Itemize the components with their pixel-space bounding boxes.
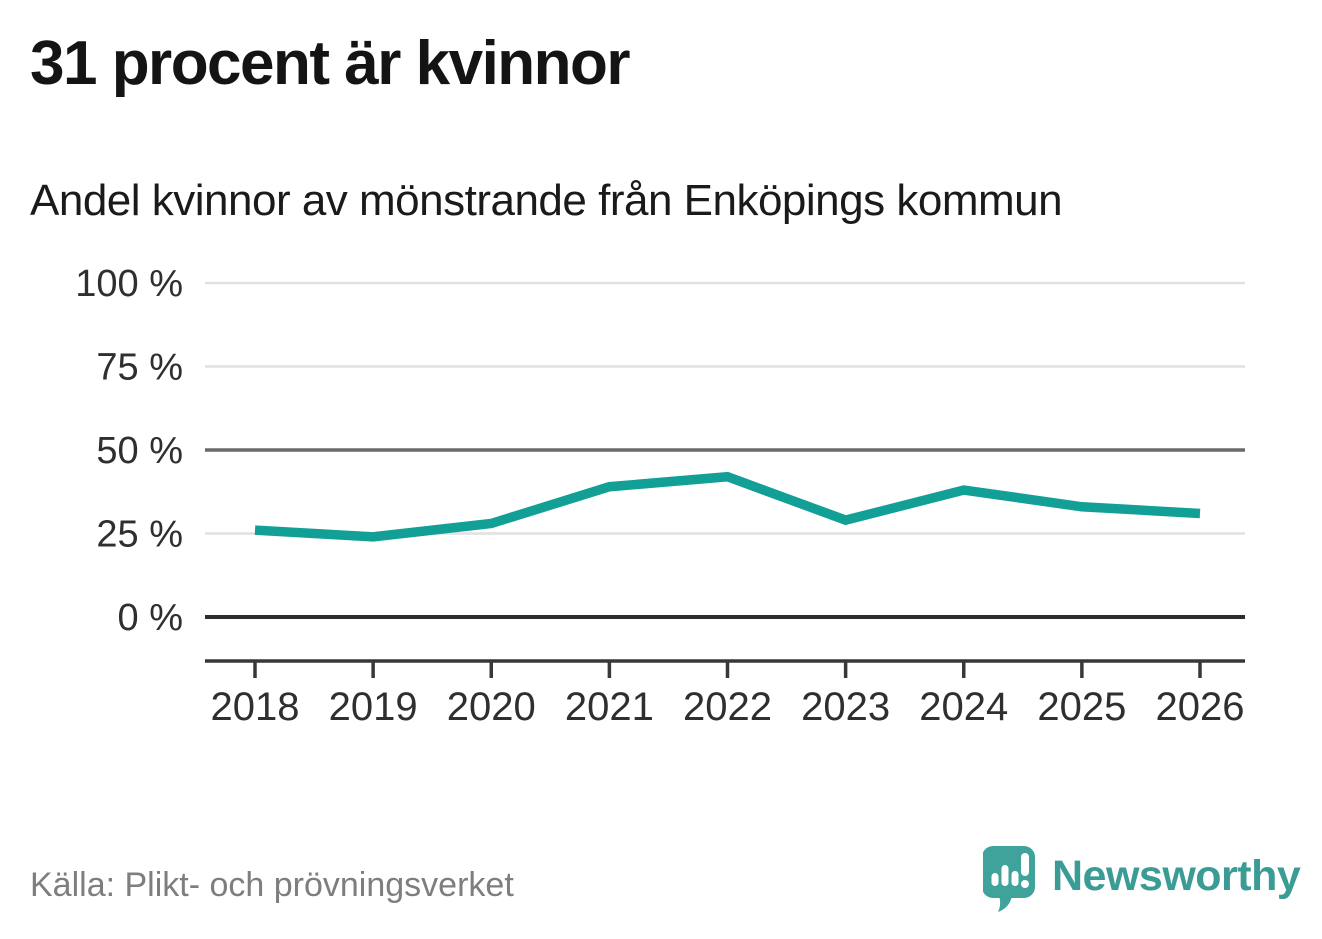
x-tick-label: 2020: [447, 685, 536, 729]
y-tick-label: 75 %: [96, 347, 183, 389]
brand-wordmark: Newsworthy: [1052, 852, 1301, 900]
source-note: Källa: Plikt- och prövningsverket: [30, 866, 514, 904]
brand-logo: Newsworthy: [983, 846, 1301, 912]
y-tick-label: 0 %: [118, 597, 183, 639]
y-tick-label: 25 %: [96, 514, 183, 556]
x-tick-label: 2024: [919, 685, 1008, 729]
trend-line: [254, 471, 1201, 542]
x-tick-label: 2023: [801, 685, 890, 729]
bar-chart-icon: [991, 853, 1029, 888]
x-tick-label: 2025: [1037, 685, 1126, 729]
chart-subtitle: Andel kvinnor av mönstrande från Enköpin…: [30, 176, 1063, 225]
chart-title: 31 procent är kvinnor: [30, 29, 631, 98]
x-tick-label: 2022: [683, 685, 772, 729]
x-tick-label: 2026: [1156, 685, 1245, 729]
x-tick-label: 2018: [211, 685, 300, 729]
newsworthy-logo-icon: [983, 846, 1035, 912]
y-tick-label: 100 %: [75, 263, 183, 305]
x-tick-label: 2019: [329, 685, 418, 729]
x-tick-label: 2021: [565, 685, 654, 729]
y-tick-label: 50 %: [96, 430, 183, 472]
